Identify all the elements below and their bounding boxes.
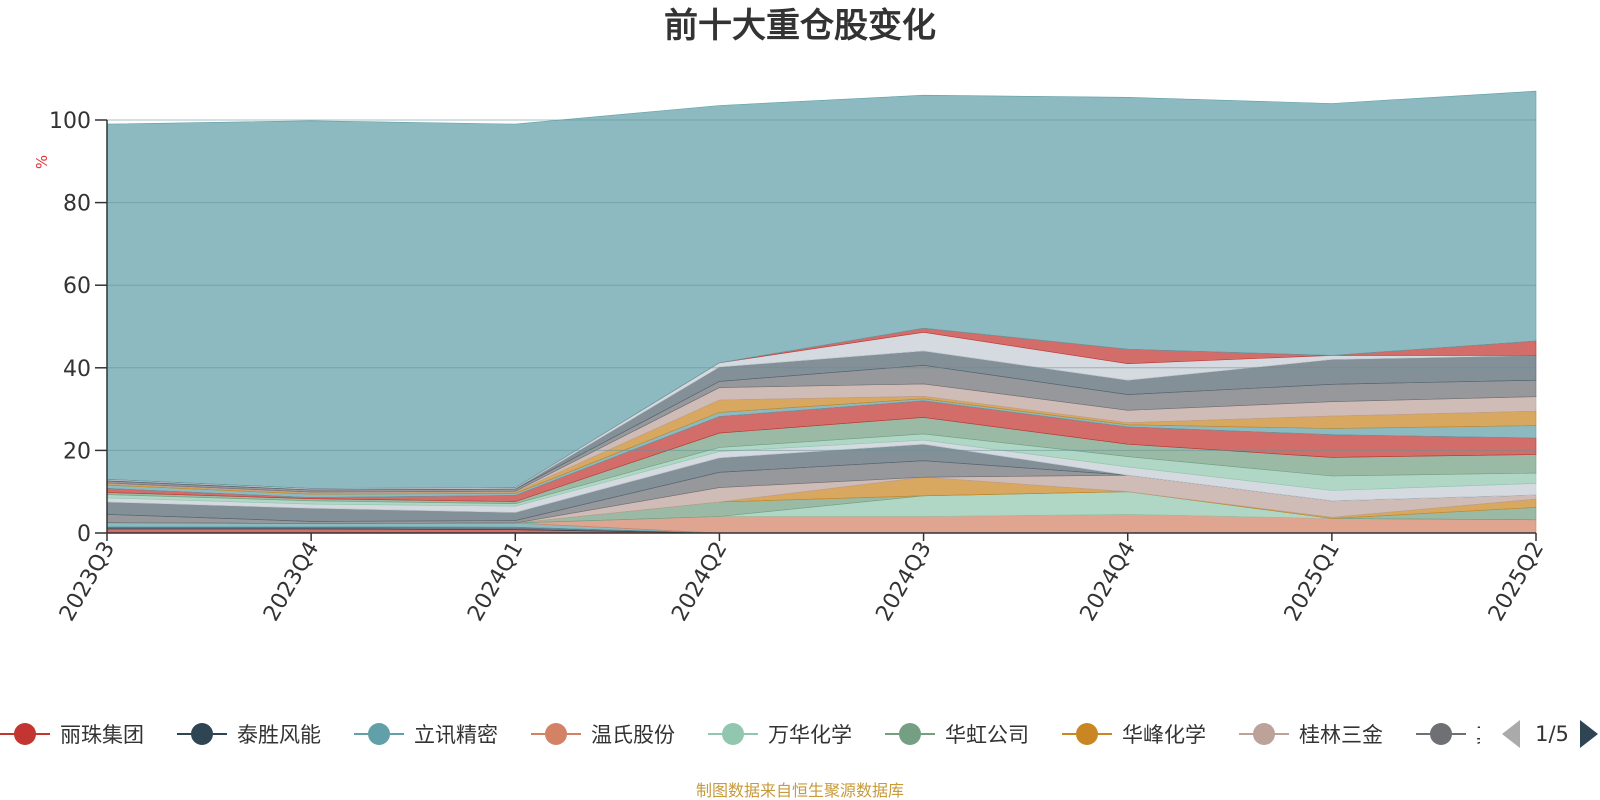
x-tick-label: 2023Q3 (55, 538, 120, 626)
plot-area: 0 20 40 60 80 100 2023Q3 2023Q4 2024Q1 2024Q2 2024… (49, 90, 1549, 626)
legend-marker-icon (722, 723, 744, 745)
legend-pager: 1/5 (1502, 720, 1598, 748)
legend-label: 丽珠集团 (60, 723, 144, 747)
legend-label: 桂林三金 (1299, 723, 1383, 747)
legend-label: 华虹公司 (945, 723, 1029, 747)
data-source-note: 制图数据来自恒生聚源数据库 (696, 781, 904, 800)
y-tick-label: 100 (49, 109, 91, 134)
x-tick-label: 2023Q4 (259, 538, 324, 626)
legend-marker-icon (1076, 723, 1098, 745)
y-axis-unit: % (33, 155, 51, 169)
legend-marker-icon (1430, 723, 1452, 745)
y-tick-label: 40 (63, 357, 91, 382)
y-tick-label: 20 (63, 439, 91, 464)
y-tick-label: 60 (63, 274, 91, 299)
legend-marker-icon (899, 723, 921, 745)
y-tick-label: 80 (63, 192, 91, 217)
legend-item[interactable]: 其他 (1416, 723, 1518, 747)
legend-item[interactable]: 泰胜风能 (177, 723, 321, 747)
legend-label: 华峰化学 (1122, 723, 1206, 747)
x-tick-label: 2024Q3 (871, 538, 936, 626)
series-area-21[interactable] (106, 90, 1537, 489)
chart-title: 前十大重仓股变化 (664, 6, 936, 46)
x-tick-label: 2024Q1 (463, 538, 528, 626)
legend-marker-icon (14, 723, 36, 745)
legend-next-icon[interactable] (1580, 720, 1598, 748)
legend-prev-icon[interactable] (1502, 720, 1520, 748)
legend-item[interactable]: 温氏股份 (531, 723, 675, 747)
legend-marker-icon (368, 723, 390, 745)
x-tick-label: 2024Q4 (1076, 538, 1141, 626)
legend: 丽珠集团 泰胜风能 立讯精密 温氏股份 万华化学 华虹公司 华峰化学 桂林三金 其他 (0, 723, 1518, 747)
legend-item[interactable]: 桂林三金 (1239, 723, 1383, 747)
legend-item[interactable]: 丽珠集团 (0, 723, 144, 747)
y-tick-label: 0 (77, 522, 91, 547)
legend-item[interactable]: 万华化学 (708, 723, 852, 747)
legend-marker-icon (1253, 723, 1275, 745)
legend-item[interactable]: 华峰化学 (1062, 723, 1206, 747)
x-tick-label: 2024Q2 (667, 538, 732, 626)
legend-page-indicator: 1/5 (1535, 722, 1569, 746)
legend-label: 万华化学 (768, 723, 852, 747)
legend-item[interactable]: 立讯精密 (354, 723, 498, 747)
x-tick-label: 2025Q1 (1280, 538, 1345, 626)
legend-label: 立讯精密 (414, 723, 498, 747)
legend-marker-icon (191, 723, 213, 745)
legend-label: 温氏股份 (591, 723, 675, 747)
legend-label: 其他 (1476, 723, 1518, 747)
x-tick-label: 2025Q2 (1484, 538, 1549, 626)
legend-label: 泰胜风能 (237, 723, 321, 747)
legend-item[interactable]: 华虹公司 (885, 723, 1029, 747)
legend-marker-icon (545, 723, 567, 745)
